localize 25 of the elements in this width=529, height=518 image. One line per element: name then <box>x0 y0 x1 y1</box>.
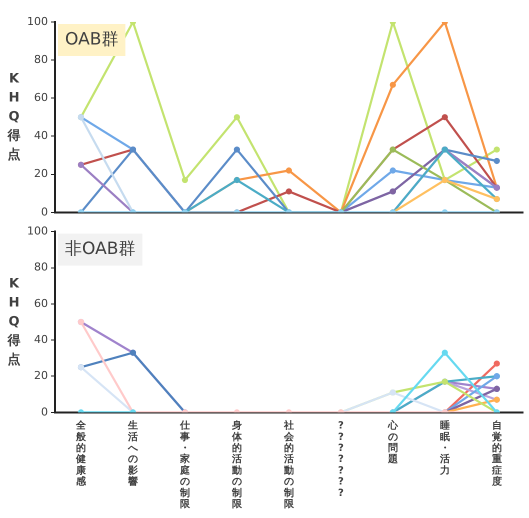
text: 非OAB群 <box>64 239 136 260</box>
x-tick-label: 身体的活動の制限 <box>230 420 243 510</box>
x-tick-label: 生活への影響 <box>126 420 139 488</box>
y-tick-label: 0 <box>40 405 48 418</box>
y-tick-label: 20 <box>34 369 48 382</box>
x-tick-label: 自覚的重症度 <box>490 420 502 488</box>
y-tick-label: 80 <box>34 260 48 274</box>
x-tick-label: 心の問題 <box>386 420 399 466</box>
y-tick-label: 100 <box>26 14 48 28</box>
y-axis-title: KHQ得点 <box>6 276 20 368</box>
x-tick-label: 全般的健康感 <box>74 420 87 488</box>
x-tick-label: 社会的活動の制限 <box>282 420 295 510</box>
y-axis-title: KHQ得点 <box>6 72 20 163</box>
y-tick-label: 40 <box>34 129 48 142</box>
x-tick-label: 仕事・家庭の制限 <box>178 420 191 510</box>
y-tick-label: 100 <box>26 224 48 238</box>
y-tick-label: 40 <box>34 332 48 346</box>
y-tick-label: 80 <box>34 52 48 66</box>
x-tick-label: 睡眠・活力 <box>438 420 450 476</box>
text: OAB群 <box>64 29 118 50</box>
y-tick-label: 60 <box>34 296 48 310</box>
x-tick-label: ??????? <box>338 420 344 499</box>
y-tick-label: 0 <box>40 205 48 218</box>
y-tick-label: 20 <box>34 167 48 180</box>
y-tick-label: 60 <box>34 91 48 104</box>
